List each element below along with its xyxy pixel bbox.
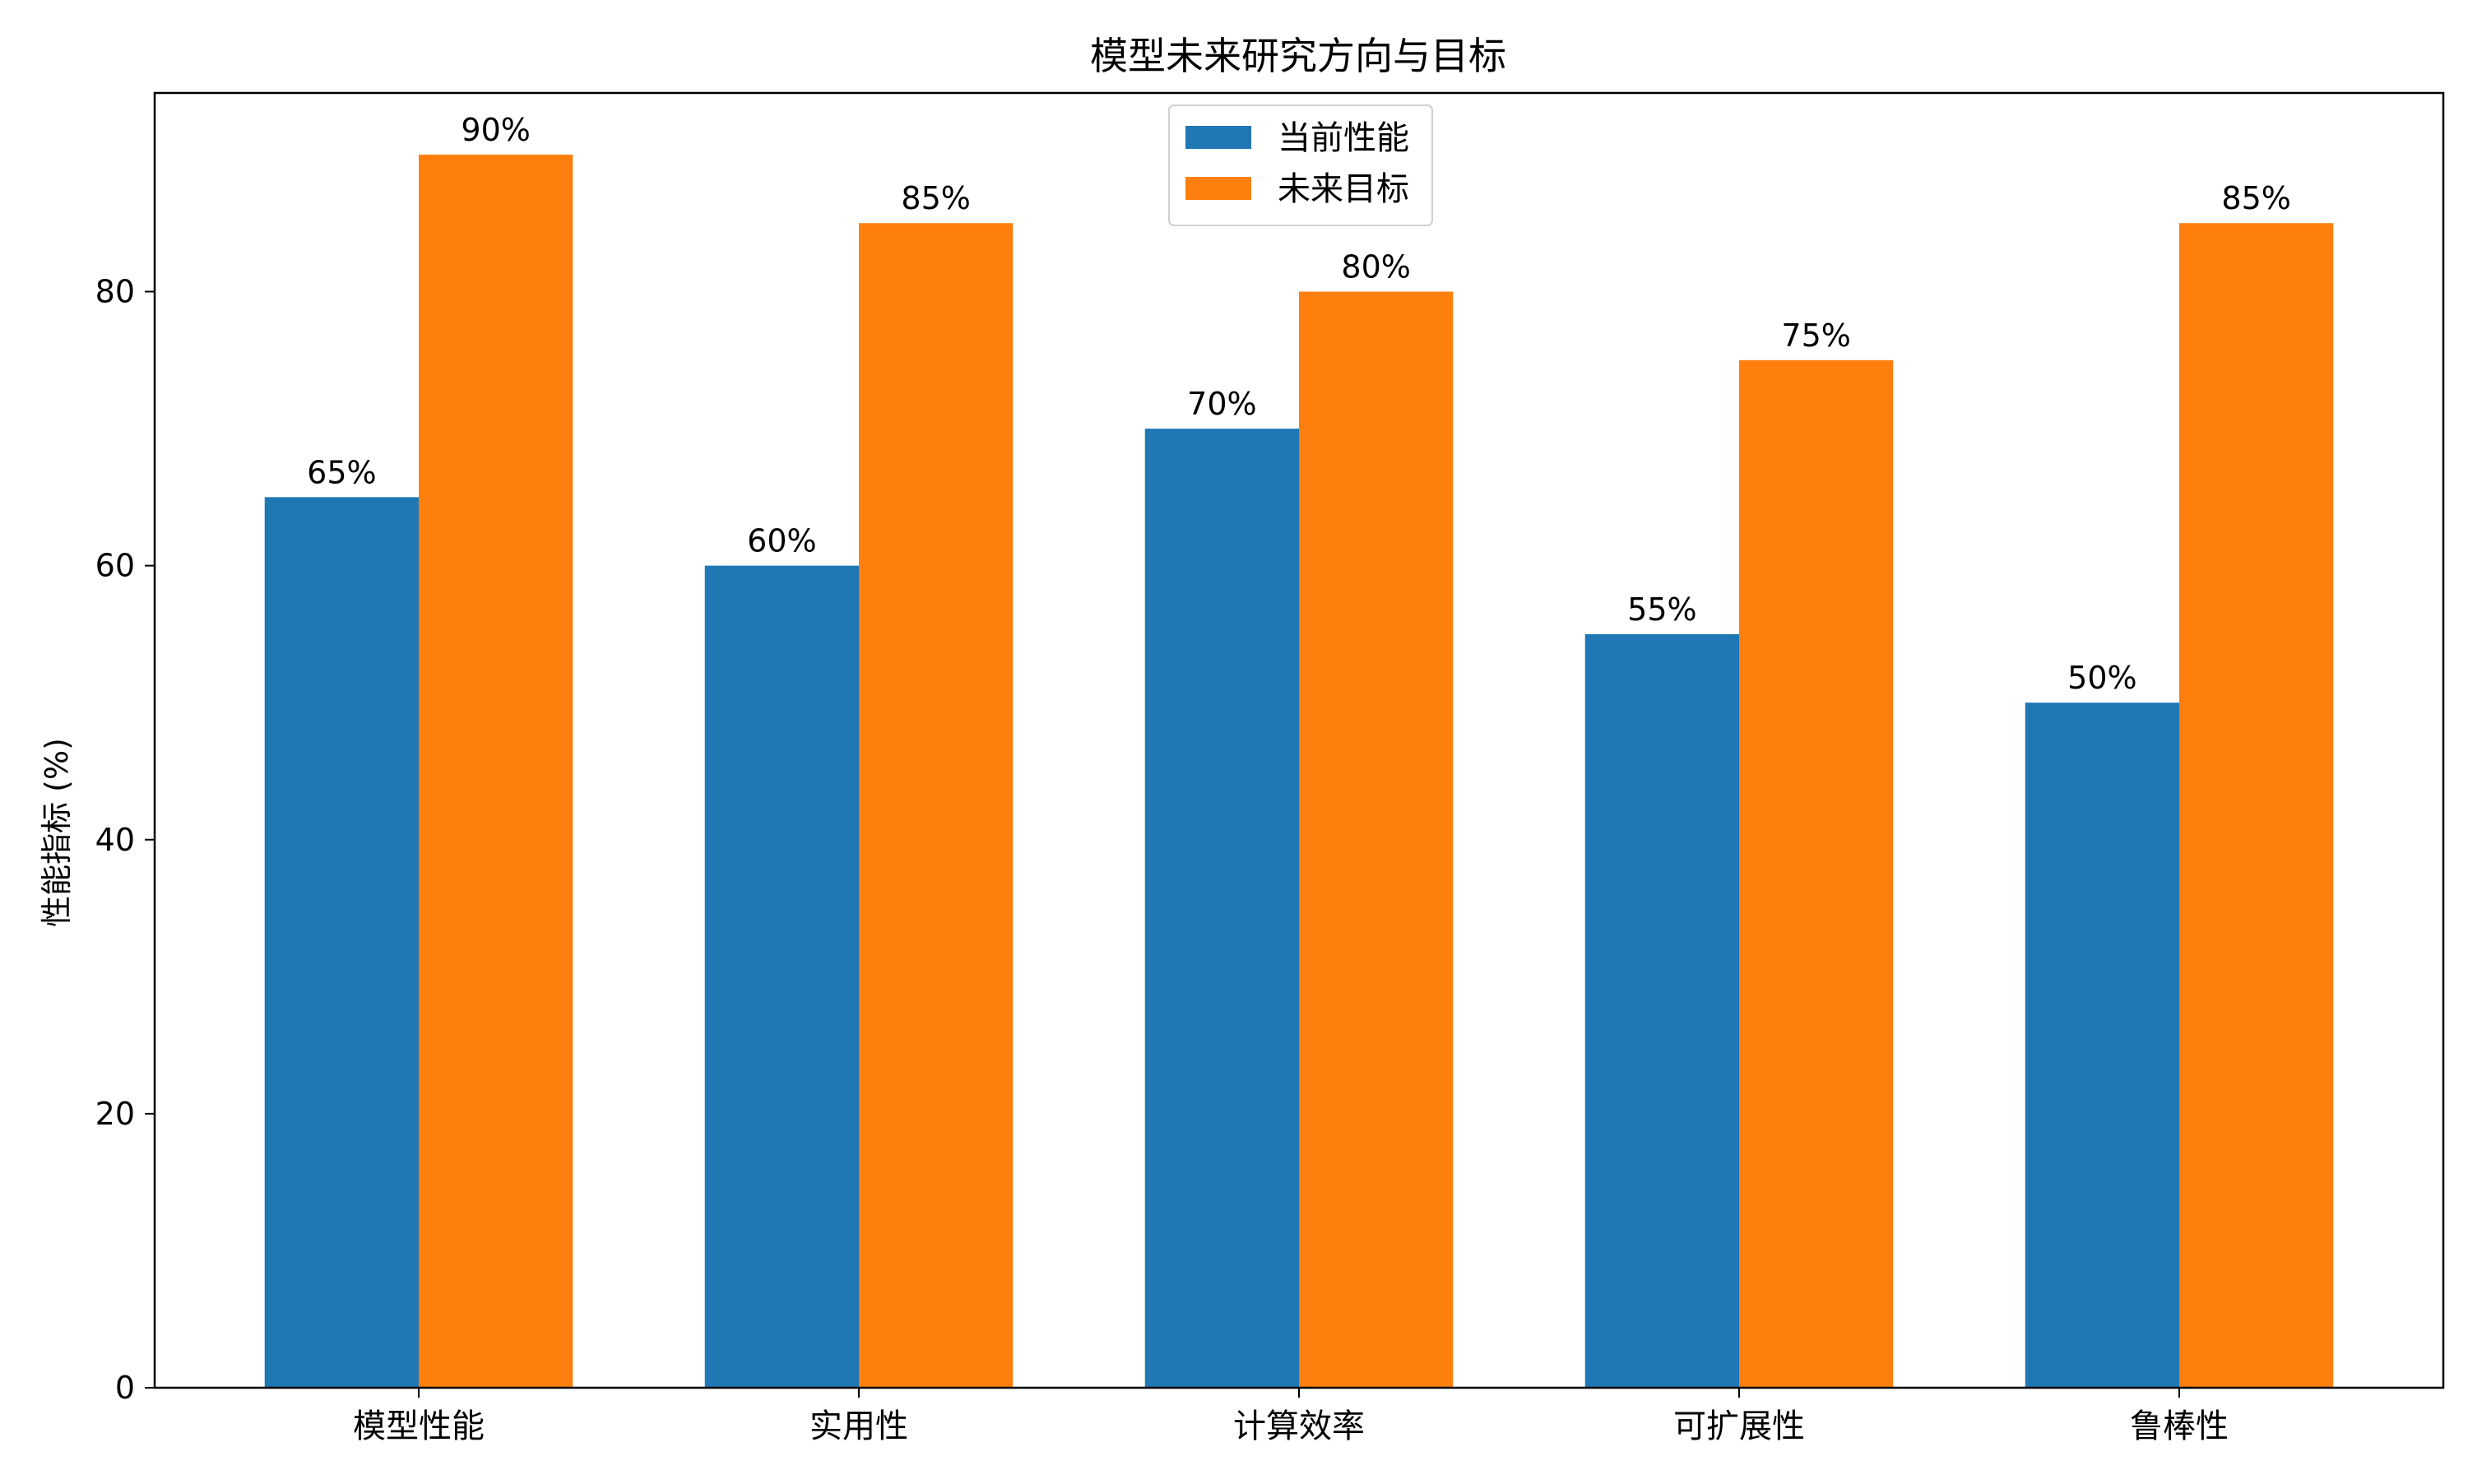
bar-1-1 [264,497,419,1388]
bar-1-3 [1144,429,1299,1388]
bar-value-label: 90% [461,112,530,148]
series-1: 65% 60% 70% 55% 50% [264,386,2179,1388]
x-tick-label: 实用性 [810,1407,908,1445]
y-axis-label: 性能指标 (%) [39,738,75,927]
bar-2-2 [859,223,1014,1389]
x-tick-label: 鲁棒性 [2130,1407,2229,1445]
bar-value-label: 70% [1187,386,1256,422]
bar-2-5 [2179,223,2334,1389]
y-tick-label: 0 [115,1370,135,1406]
legend-swatch-1 [1185,126,1251,149]
bar-1-4 [1584,633,1739,1388]
series-2: 90% 85% 80% 75% 85% [419,112,2334,1389]
y-tick-label: 40 [95,822,135,858]
bar-value-label: 80% [1341,249,1410,285]
axes-frame [153,91,2445,1389]
bar-1-2 [704,565,859,1388]
legend-swatch-2 [1185,177,1251,200]
bar-value-label: 75% [1781,318,1850,354]
bar-2-4 [1739,359,1894,1388]
bar-1-5 [2025,703,2179,1388]
plot-area: 65% 60% 70% 55% 50% 90% 85% 80% 75% 85% 0 20 40 60 80 模… [95,91,2445,1445]
chart-title: 模型未来研究方向与目标 [1090,34,1506,78]
y-tick-label: 60 [95,548,135,584]
bar-value-label: 55% [1627,591,1696,628]
x-tick-label: 可扩展性 [1673,1407,1805,1445]
x-tick-label: 计算效率 [1233,1407,1365,1445]
y-tick-label: 80 [95,274,135,310]
bar-value-label: 85% [2221,180,2290,216]
x-tick-label: 模型性能 [353,1407,485,1445]
legend-label-2: 未来目标 [1278,170,1409,208]
bar-value-label: 60% [747,523,816,559]
legend-label-1: 当前性能 [1278,119,1409,157]
y-tick-label: 20 [95,1096,135,1132]
bar-value-label: 85% [901,180,970,216]
bar-value-label: 65% [307,454,376,490]
bar-2-3 [1299,291,1454,1389]
bar-value-label: 50% [2067,660,2136,696]
bar-2-1 [419,154,573,1388]
